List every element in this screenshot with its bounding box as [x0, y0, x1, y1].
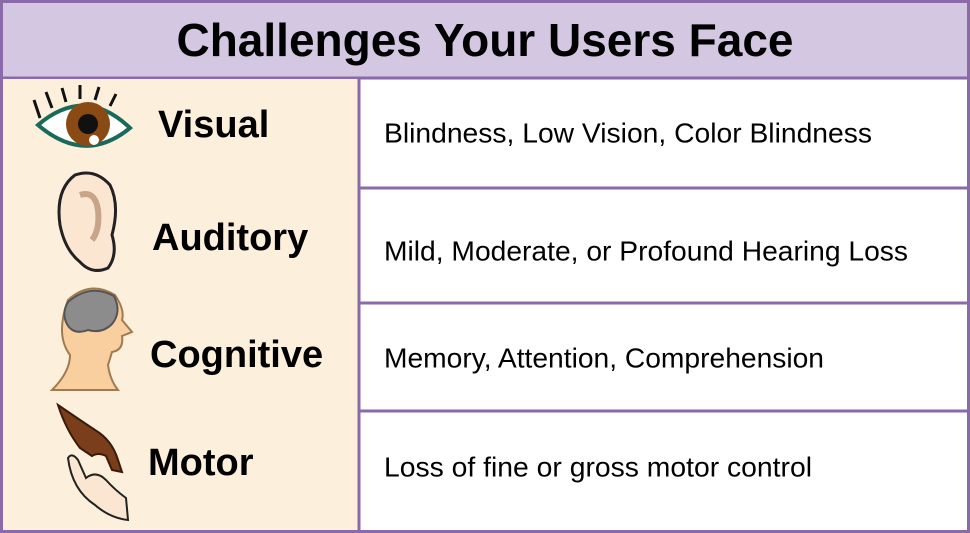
challenge-description: Mild, Moderate, or Profound Hearing Loss — [384, 235, 908, 266]
title: Challenges Your Users Face — [176, 14, 793, 66]
challenge-label: Cognitive — [150, 334, 323, 376]
challenge-label: Motor — [148, 442, 254, 484]
head-icon — [49, 287, 134, 391]
challenge-label: Auditory — [152, 217, 308, 259]
challenge-description: Blindness, Low Vision, Color Blindness — [384, 117, 872, 148]
ear-icon — [57, 171, 117, 272]
header-band — [3, 3, 967, 77]
eye-icon — [32, 85, 134, 148]
challenge-label: Visual — [158, 104, 269, 146]
challenge-description: Loss of fine or gross motor control — [384, 451, 812, 482]
challenge-description: Memory, Attention, Comprehension — [384, 342, 824, 373]
left-column — [3, 79, 358, 530]
hands-icon — [56, 402, 130, 522]
